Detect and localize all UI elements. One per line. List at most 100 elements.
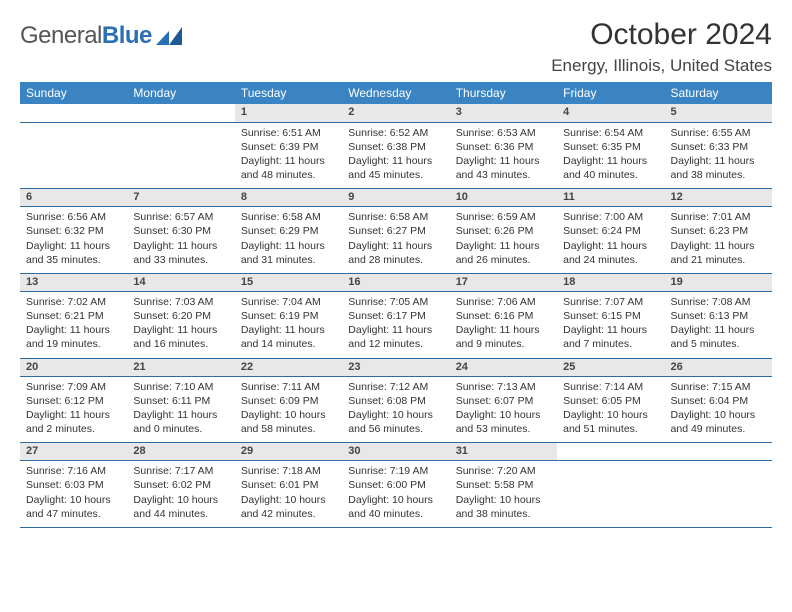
sunset-line: Sunset: 6:04 PM xyxy=(671,394,766,408)
day-number-cell xyxy=(665,443,772,461)
day-number-cell: 22 xyxy=(235,358,342,376)
day-number-cell: 9 xyxy=(342,189,449,207)
calendar-table: SundayMondayTuesdayWednesdayThursdayFrid… xyxy=(20,82,772,528)
sunset-line: Sunset: 6:35 PM xyxy=(563,140,658,154)
day-number-cell: 3 xyxy=(450,104,557,122)
day-number-row: 12345 xyxy=(20,104,772,122)
day-detail-cell: Sunrise: 6:57 AMSunset: 6:30 PMDaylight:… xyxy=(127,207,234,274)
sunrise-line: Sunrise: 7:11 AM xyxy=(241,380,336,394)
day-number-cell: 23 xyxy=(342,358,449,376)
sunset-line: Sunset: 6:20 PM xyxy=(133,309,228,323)
logo-word2: Blue xyxy=(102,22,152,49)
sunset-line: Sunset: 6:19 PM xyxy=(241,309,336,323)
daylight-line: Daylight: 11 hours and 43 minutes. xyxy=(456,154,551,182)
sunset-line: Sunset: 6:26 PM xyxy=(456,224,551,238)
daylight-line: Daylight: 10 hours and 44 minutes. xyxy=(133,493,228,521)
weekday-header: Tuesday xyxy=(235,82,342,104)
day-detail-cell: Sunrise: 7:12 AMSunset: 6:08 PMDaylight:… xyxy=(342,376,449,443)
day-detail-row: Sunrise: 7:02 AMSunset: 6:21 PMDaylight:… xyxy=(20,291,772,358)
day-number-cell: 13 xyxy=(20,273,127,291)
day-detail-cell xyxy=(557,461,664,528)
day-number-cell: 14 xyxy=(127,273,234,291)
day-number-cell: 7 xyxy=(127,189,234,207)
sunrise-line: Sunrise: 6:59 AM xyxy=(456,210,551,224)
daylight-line: Daylight: 11 hours and 24 minutes. xyxy=(563,239,658,267)
daylight-line: Daylight: 11 hours and 16 minutes. xyxy=(133,323,228,351)
day-number-cell: 28 xyxy=(127,443,234,461)
day-number-cell: 24 xyxy=(450,358,557,376)
day-number-cell: 10 xyxy=(450,189,557,207)
sunset-line: Sunset: 6:12 PM xyxy=(26,394,121,408)
sunrise-line: Sunrise: 7:19 AM xyxy=(348,464,443,478)
sunrise-line: Sunrise: 7:15 AM xyxy=(671,380,766,394)
day-number-row: 20212223242526 xyxy=(20,358,772,376)
sunrise-line: Sunrise: 7:01 AM xyxy=(671,210,766,224)
calendar-head: SundayMondayTuesdayWednesdayThursdayFrid… xyxy=(20,82,772,104)
weekday-header: Wednesday xyxy=(342,82,449,104)
sunrise-line: Sunrise: 6:58 AM xyxy=(241,210,336,224)
day-number-cell: 11 xyxy=(557,189,664,207)
weekday-header: Thursday xyxy=(450,82,557,104)
sunset-line: Sunset: 6:17 PM xyxy=(348,309,443,323)
sunrise-line: Sunrise: 7:10 AM xyxy=(133,380,228,394)
day-number-cell: 20 xyxy=(20,358,127,376)
month-title: October 2024 xyxy=(551,18,772,52)
sunrise-line: Sunrise: 7:14 AM xyxy=(563,380,658,394)
day-detail-cell: Sunrise: 7:06 AMSunset: 6:16 PMDaylight:… xyxy=(450,291,557,358)
day-detail-cell: Sunrise: 7:07 AMSunset: 6:15 PMDaylight:… xyxy=(557,291,664,358)
day-detail-cell xyxy=(127,122,234,189)
sunrise-line: Sunrise: 7:07 AM xyxy=(563,295,658,309)
day-number-cell: 27 xyxy=(20,443,127,461)
daylight-line: Daylight: 10 hours and 56 minutes. xyxy=(348,408,443,436)
day-detail-cell: Sunrise: 7:05 AMSunset: 6:17 PMDaylight:… xyxy=(342,291,449,358)
sunset-line: Sunset: 6:05 PM xyxy=(563,394,658,408)
sunrise-line: Sunrise: 7:06 AM xyxy=(456,295,551,309)
sunrise-line: Sunrise: 7:04 AM xyxy=(241,295,336,309)
logo: GeneralBlue xyxy=(20,18,182,50)
logo-word1: General xyxy=(20,22,102,49)
day-number-cell: 4 xyxy=(557,104,664,122)
day-detail-cell: Sunrise: 7:00 AMSunset: 6:24 PMDaylight:… xyxy=(557,207,664,274)
sunset-line: Sunset: 6:03 PM xyxy=(26,478,121,492)
sunset-line: Sunset: 6:33 PM xyxy=(671,140,766,154)
sunrise-line: Sunrise: 7:09 AM xyxy=(26,380,121,394)
day-detail-cell: Sunrise: 7:03 AMSunset: 6:20 PMDaylight:… xyxy=(127,291,234,358)
daylight-line: Daylight: 10 hours and 49 minutes. xyxy=(671,408,766,436)
day-detail-cell: Sunrise: 6:58 AMSunset: 6:29 PMDaylight:… xyxy=(235,207,342,274)
daylight-line: Daylight: 11 hours and 7 minutes. xyxy=(563,323,658,351)
day-detail-cell: Sunrise: 7:14 AMSunset: 6:05 PMDaylight:… xyxy=(557,376,664,443)
day-number-cell xyxy=(557,443,664,461)
daylight-line: Daylight: 11 hours and 45 minutes. xyxy=(348,154,443,182)
day-detail-row: Sunrise: 7:09 AMSunset: 6:12 PM Daylight:… xyxy=(20,376,772,443)
sunset-line: Sunset: 6:27 PM xyxy=(348,224,443,238)
sunset-line: Sunset: 6:08 PM xyxy=(348,394,443,408)
weekday-header: Friday xyxy=(557,82,664,104)
day-detail-cell: Sunrise: 6:54 AMSunset: 6:35 PMDaylight:… xyxy=(557,122,664,189)
day-number-cell: 12 xyxy=(665,189,772,207)
day-number-cell: 6 xyxy=(20,189,127,207)
daylight-line: Daylight: 11 hours and 5 minutes. xyxy=(671,323,766,351)
day-detail-cell xyxy=(665,461,772,528)
daylight-line: Daylight: 11 hours and 12 minutes. xyxy=(348,323,443,351)
day-number-cell: 1 xyxy=(235,104,342,122)
day-number-row: 6789101112 xyxy=(20,189,772,207)
day-detail-cell: Sunrise: 6:51 AMSunset: 6:39 PMDaylight:… xyxy=(235,122,342,189)
day-detail-cell: Sunrise: 6:55 AMSunset: 6:33 PMDaylight:… xyxy=(665,122,772,189)
sunset-line: Sunset: 6:15 PM xyxy=(563,309,658,323)
day-number-row: 2728293031 xyxy=(20,443,772,461)
sunrise-line: Sunrise: 7:17 AM xyxy=(133,464,228,478)
sunset-line: Sunset: 6:11 PM xyxy=(133,394,228,408)
sunset-line: Sunset: 6:29 PM xyxy=(241,224,336,238)
sunrise-line: Sunrise: 6:55 AM xyxy=(671,126,766,140)
daylight-line: Daylight: 11 hours and 48 minutes. xyxy=(241,154,336,182)
sunset-line: Sunset: 6:02 PM xyxy=(133,478,228,492)
logo-mark-icon xyxy=(156,27,182,45)
weekday-header: Monday xyxy=(127,82,234,104)
day-detail-cell: Sunrise: 7:13 AMSunset: 6:07 PMDaylight:… xyxy=(450,376,557,443)
day-number-cell: 15 xyxy=(235,273,342,291)
sunset-line: Sunset: 6:23 PM xyxy=(671,224,766,238)
day-number-cell: 31 xyxy=(450,443,557,461)
sunset-line: Sunset: 6:00 PM xyxy=(348,478,443,492)
sunset-line: Sunset: 6:36 PM xyxy=(456,140,551,154)
sunrise-line: Sunrise: 7:18 AM xyxy=(241,464,336,478)
